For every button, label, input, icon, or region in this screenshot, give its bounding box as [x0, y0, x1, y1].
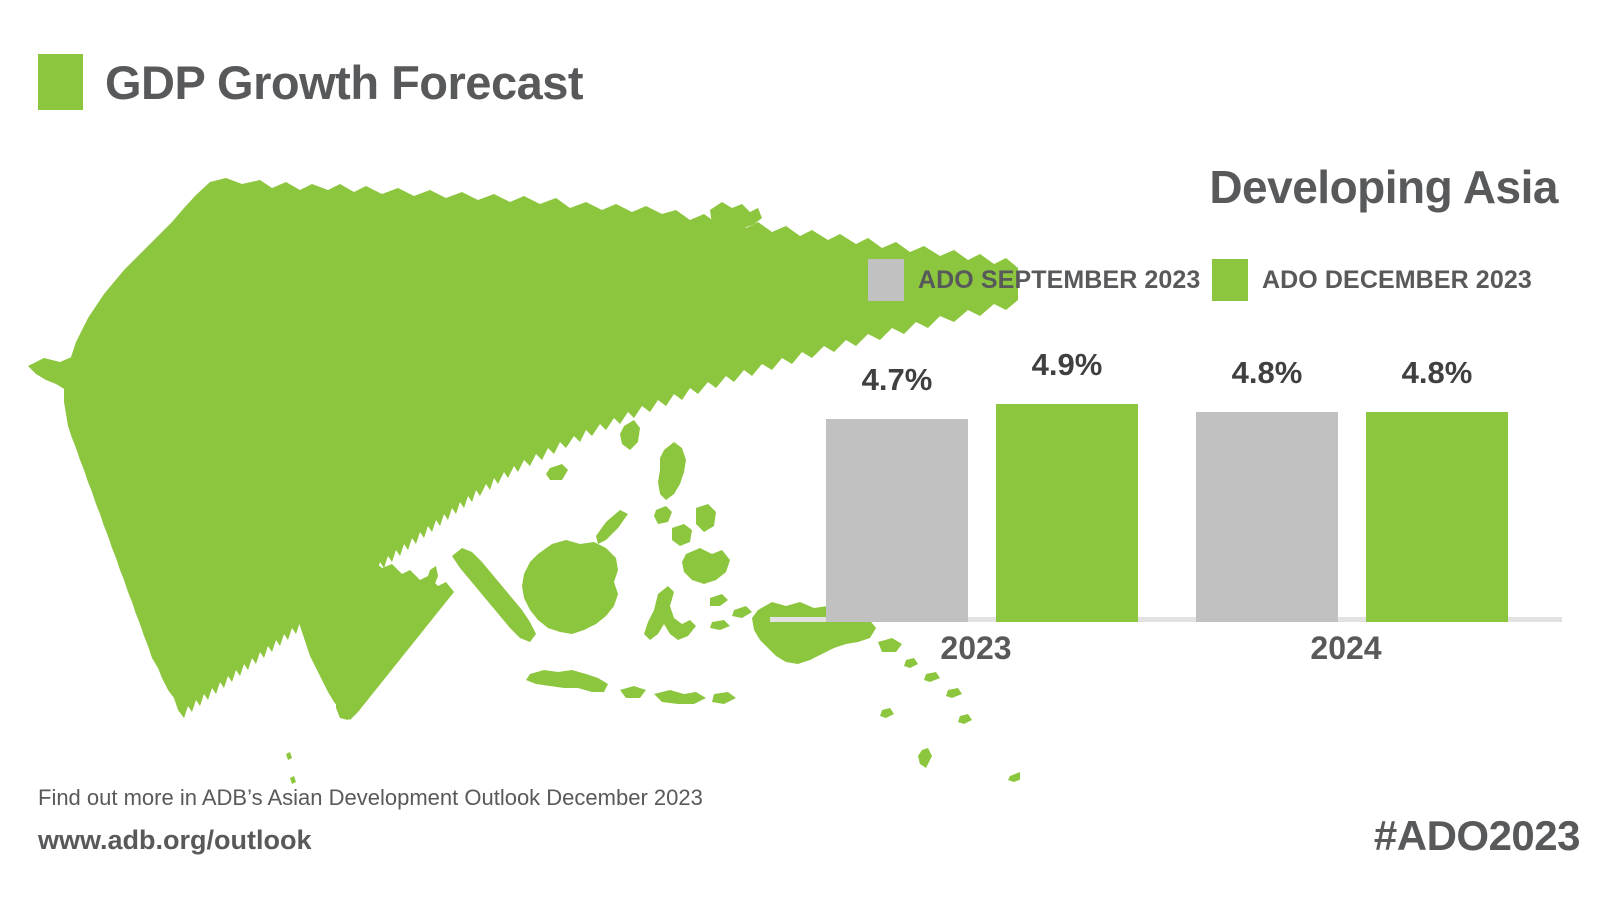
caucasus-central-asia-path: [28, 356, 232, 432]
philippines-visayas-path: [654, 506, 672, 524]
bar-value-2023-december: 4.9%: [1031, 347, 1103, 382]
maluku-islands-path: [710, 594, 752, 630]
chart-legend: ADO SEPTEMBER 2023 ADO DECEMBER 2023: [860, 258, 1570, 306]
chart-title: Developing Asia: [1209, 161, 1558, 213]
japan-kyushu-path: [596, 336, 622, 368]
chart-axis-labels: 2023 2024: [770, 624, 1570, 680]
legend-swatch-ado-december-2023: [1212, 259, 1248, 301]
bar-chart-plot: 4.7% 4.9% 4.8% 4.8% 2023 2024: [770, 347, 1570, 680]
lesser-sunda-islands-path: [620, 686, 736, 704]
bar-2024-december: [1366, 412, 1508, 622]
axis-label-2024: 2024: [1310, 630, 1382, 666]
legend-item-ado-september-2023: ADO SEPTEMBER 2023: [868, 258, 1200, 302]
japan-honshu-path: [612, 246, 722, 342]
bar-2023-september: [826, 419, 968, 622]
legend-label-ado-september-2023: ADO SEPTEMBER 2023: [918, 265, 1201, 294]
chart-panel: Developing Asia ADO SEPTEMBER 2023 ADO D…: [770, 160, 1570, 680]
japan-shikoku-path: [628, 340, 648, 356]
map-svg: [28, 178, 1020, 784]
bar-group-2024: 4.8% 4.8%: [1186, 355, 1508, 622]
axis-label-2023: 2023: [940, 630, 1012, 666]
andaman-islands-path: [428, 566, 438, 608]
korea-peninsula-path: [564, 262, 600, 330]
philippines-mindanao-path: [682, 548, 730, 584]
bar-value-2024-september: 4.8%: [1231, 355, 1303, 390]
header-accent-swatch: [38, 54, 83, 110]
maldives-path: [286, 752, 296, 784]
page-title: GDP Growth Forecast: [105, 55, 584, 109]
bar-2024-september: [1196, 412, 1338, 622]
taiwan-path: [620, 420, 640, 450]
footer-url[interactable]: www.adb.org/outlook: [38, 825, 312, 855]
java-path: [526, 670, 608, 692]
map-landmass-group: [28, 178, 1020, 784]
japan-hokkaido-path: [710, 202, 762, 238]
legend-swatch-ado-september-2023: [868, 259, 904, 301]
philippines-luzon-path: [658, 442, 686, 500]
sulawesi-path: [644, 586, 696, 640]
footer-note: Find out more in ADB’s Asian Development…: [38, 785, 703, 810]
philippines-samar-path: [696, 504, 716, 532]
legend-label-ado-december-2023: ADO DECEMBER 2023: [1262, 265, 1532, 294]
chart-baseline: [770, 617, 1562, 622]
philippines-palawan-path: [596, 510, 628, 544]
bar-value-2023-september: 4.7%: [861, 362, 933, 397]
legend-item-ado-december-2023: ADO DECEMBER 2023: [1212, 258, 1532, 302]
philippines-panay-path: [672, 524, 692, 546]
bar-2023-december: [996, 404, 1138, 622]
hainan-path: [546, 464, 568, 480]
sri-lanka-path: [336, 684, 356, 720]
footer-hashtag: #ADO2023: [1373, 812, 1581, 859]
bar-value-2024-december: 4.8%: [1401, 355, 1473, 390]
bar-group-2023: 4.7% 4.9%: [816, 347, 1138, 622]
india-peninsula-path: [272, 548, 454, 720]
borneo-path: [522, 540, 618, 634]
asia-pacific-map: [10, 150, 1020, 810]
page-header: GDP Growth Forecast: [38, 52, 584, 112]
new-britain-path: [878, 638, 902, 652]
sumatra-path: [452, 548, 536, 642]
